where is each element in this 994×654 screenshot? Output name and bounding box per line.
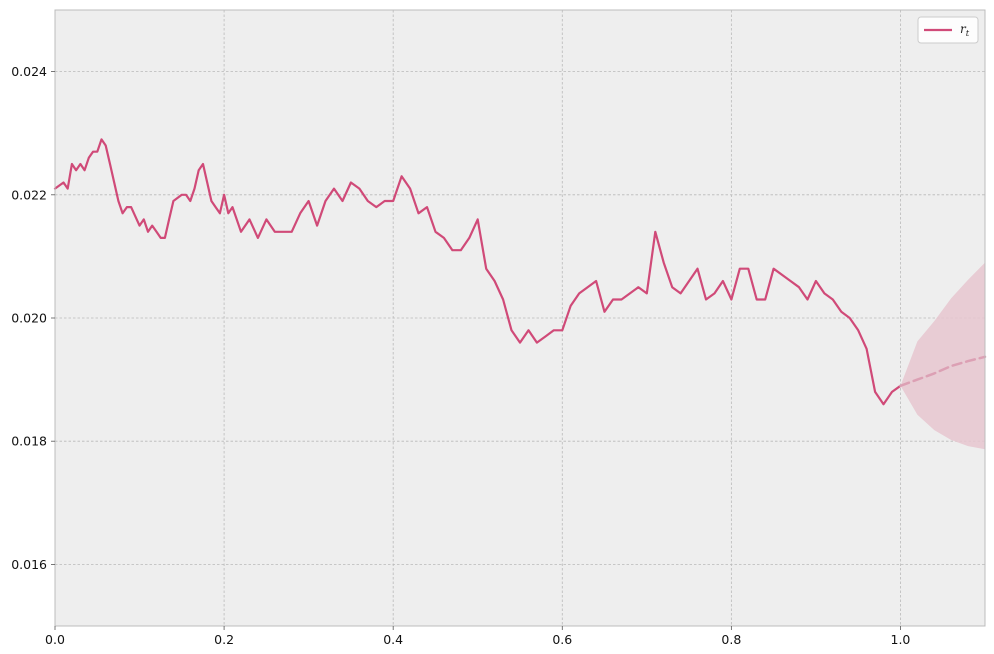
legend-label-sub: t <box>966 29 970 39</box>
legend: rt <box>917 16 979 44</box>
y-tick-label-0: 0.016 <box>11 557 47 572</box>
y-tick-label-3: 0.022 <box>11 187 47 202</box>
x-tick-label-4: 0.8 <box>721 632 741 647</box>
series-lines <box>53 138 987 406</box>
legend-label-base: r <box>960 22 967 36</box>
confidence-band <box>900 262 985 450</box>
series-line-r-t <box>53 138 902 406</box>
y-tick-label-1: 0.018 <box>11 434 47 449</box>
y-tick-label-4: 0.024 <box>11 64 47 79</box>
x-tick-label-1: 0.2 <box>214 632 234 647</box>
y-axis-ticks: 0.016 0.018 0.020 0.022 0.024 <box>11 64 55 572</box>
grid-lines <box>55 10 985 626</box>
legend-label: rt <box>960 22 970 39</box>
x-tick-label-0: 0.0 <box>45 632 65 647</box>
x-axis-ticks: 0.0 0.2 0.4 0.6 0.8 1.0 <box>45 626 910 647</box>
x-tick-label-3: 0.6 <box>552 632 572 647</box>
forecast-line <box>899 355 987 388</box>
x-tick-label-5: 1.0 <box>891 632 911 647</box>
confidence-band-0 <box>900 262 985 450</box>
y-tick-label-2: 0.020 <box>11 311 47 326</box>
x-tick-label-2: 0.4 <box>383 632 403 647</box>
